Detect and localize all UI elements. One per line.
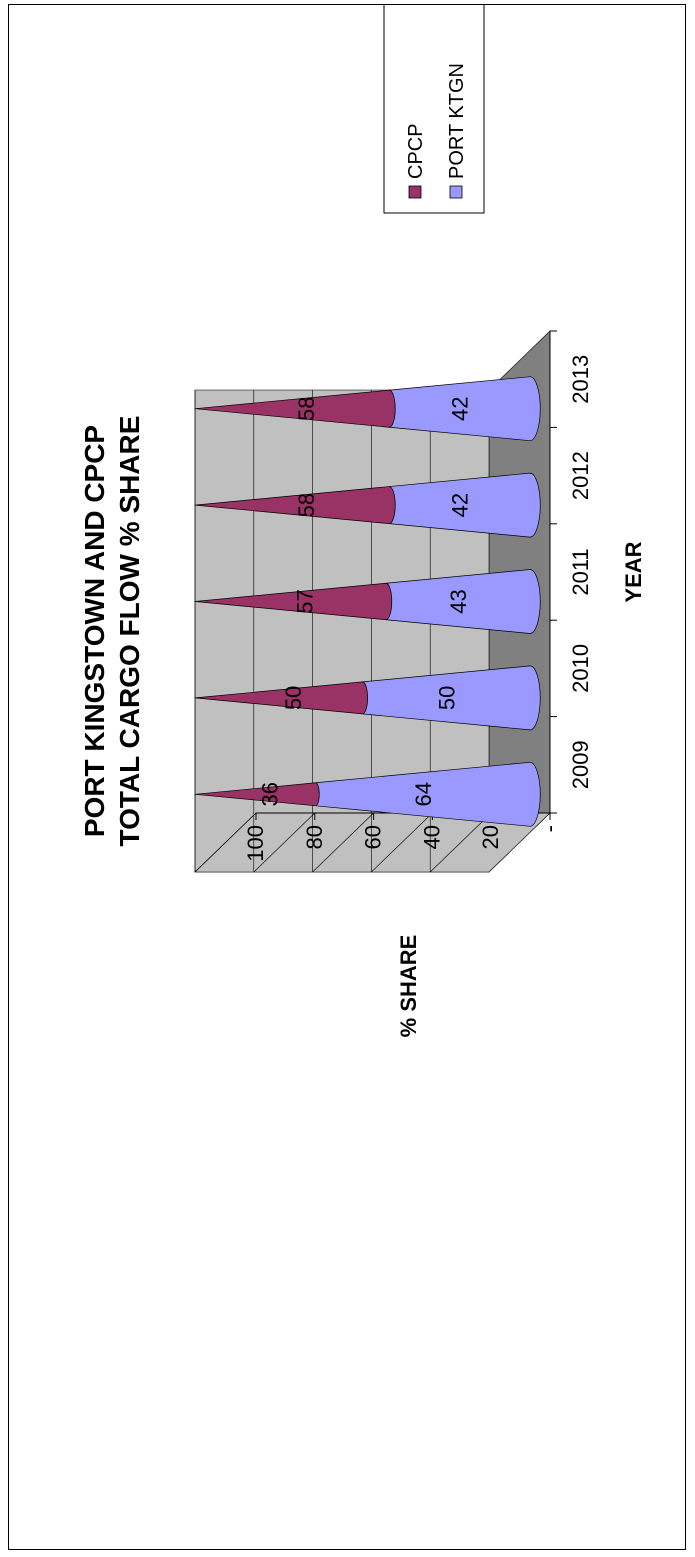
data-label: 57 <box>292 589 317 613</box>
gridline-side <box>429 812 492 873</box>
y-tick-label: 100 <box>243 825 268 862</box>
x-tick-label: 2009 <box>568 740 593 789</box>
data-label: 58 <box>294 396 319 420</box>
gridline-side <box>194 812 257 873</box>
x-tick-label: 2012 <box>568 451 593 500</box>
x-tick-label: 2010 <box>568 644 593 693</box>
x-tick-label: 2011 <box>568 548 593 595</box>
cone-segment-port-ktgn <box>385 569 541 634</box>
data-label: 36 <box>257 782 282 806</box>
data-label: 50 <box>281 686 306 710</box>
cones <box>194 376 541 827</box>
cone-segment-port-ktgn <box>362 665 541 731</box>
y-tick-label: - <box>537 825 562 832</box>
data-label: 58 <box>294 493 319 517</box>
y-tick-label: 80 <box>302 825 327 849</box>
legend-label-cpcp: CPCP <box>405 123 427 179</box>
y-axis-title: % SHARE <box>396 935 421 1038</box>
gridline-side <box>312 812 374 873</box>
cone-segment-port-ktgn <box>389 376 541 442</box>
legend-label-port-ktgn: PORT KTGN <box>446 63 468 179</box>
data-label: 43 <box>446 589 471 613</box>
chart-title-line-1: PORT KINGSTOWN AND CPCP <box>79 425 110 837</box>
cone-segment-port-ktgn <box>389 472 541 538</box>
axes: - 20 40 60 80 100 2009 2010 2011 2012 2013 <box>243 330 593 862</box>
cone-segment-port-ktgn <box>315 761 541 827</box>
gridline-side <box>253 812 316 873</box>
chart-svg: - 20 40 60 80 100 2009 2010 2011 2012 2013 36 64 50 5… <box>79 5 646 1038</box>
data-label: 42 <box>448 493 473 517</box>
data-label: 50 <box>434 686 459 710</box>
gridline-side <box>371 812 433 873</box>
y-tick-label: 60 <box>361 825 386 849</box>
legend: CPCP PORT KTGN <box>383 5 485 214</box>
x-axis-title: YEAR <box>621 541 646 602</box>
chart-title-line-2: TOTAL CARGO FLOW % SHARE <box>114 416 145 847</box>
data-labels: 36 64 50 50 57 43 58 42 58 42 <box>257 396 472 806</box>
legend-swatch-port-ktgn <box>449 185 463 199</box>
x-tick-label: 2013 <box>568 355 593 404</box>
legend-swatch-cpcp <box>408 185 422 199</box>
data-label: 42 <box>448 396 473 420</box>
legend-box <box>383 5 485 214</box>
data-label: 64 <box>411 782 436 806</box>
y-tick-label: 40 <box>419 825 444 849</box>
chart-frame: - 20 40 60 80 100 2009 2010 2011 2012 2013 36 64 50 5… <box>8 4 686 1550</box>
y-tick-label: 20 <box>478 825 503 849</box>
